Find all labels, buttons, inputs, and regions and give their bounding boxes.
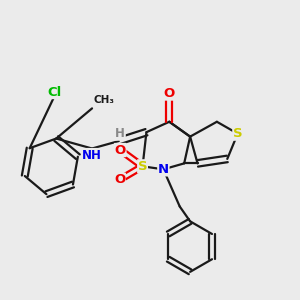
Text: S: S — [233, 127, 242, 140]
Text: Cl: Cl — [47, 85, 62, 98]
Text: O: O — [164, 87, 175, 100]
Text: CH₃: CH₃ — [94, 95, 115, 105]
Text: O: O — [115, 143, 126, 157]
Text: H: H — [115, 127, 125, 140]
Text: NH: NH — [82, 148, 102, 161]
Text: N: N — [158, 163, 169, 176]
Text: S: S — [138, 160, 147, 173]
Text: O: O — [114, 173, 125, 186]
